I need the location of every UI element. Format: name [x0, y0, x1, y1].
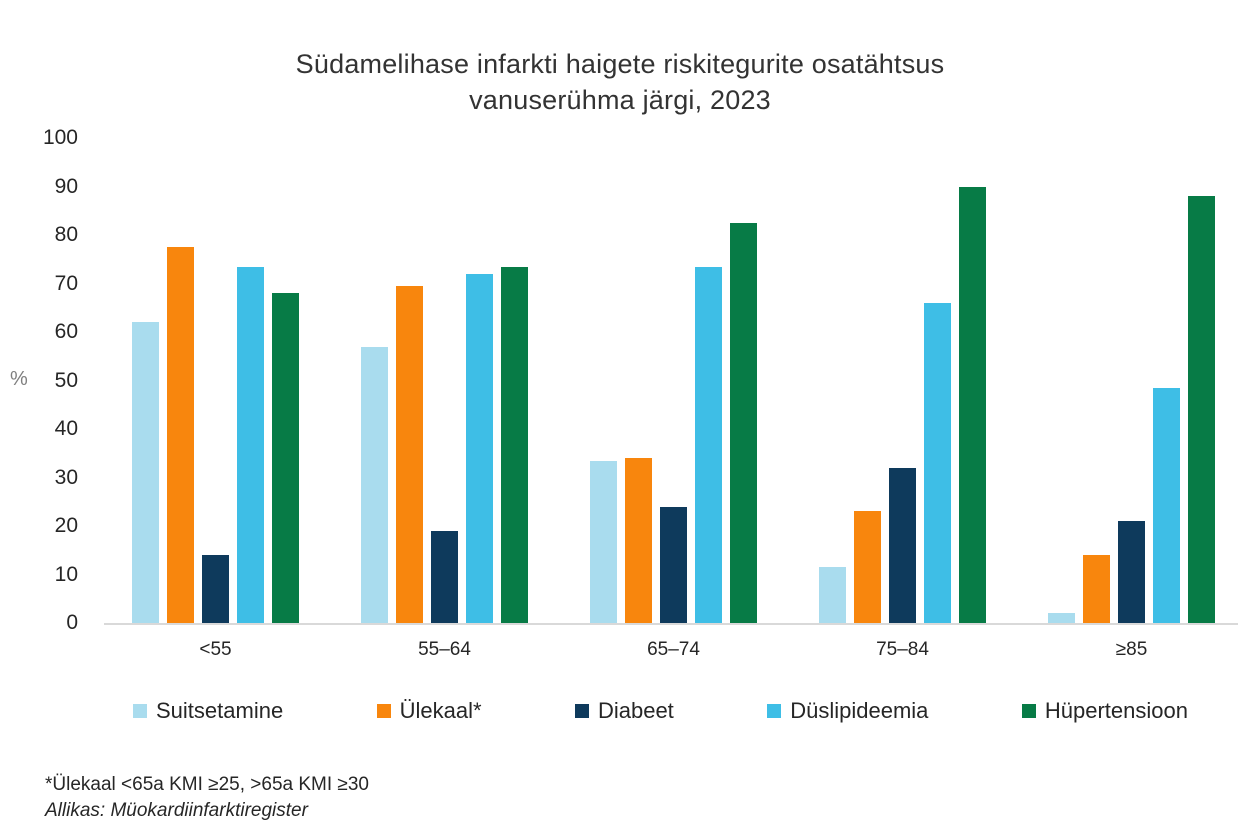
x-axis-label: 55–64	[418, 639, 471, 660]
bars-container	[819, 138, 986, 623]
bar-group-5: ≥85	[1048, 138, 1215, 660]
chart-title-line2: vanuserühma järgi, 2023	[469, 85, 771, 115]
legend-item-ülekaal: Ülekaal*	[376, 698, 482, 724]
plot-area: <55 55–64 65–74 75–84 ≥85	[104, 138, 1238, 660]
legend: Suitsetamine Ülekaal* Diabeet Düslipideemia…	[133, 698, 1188, 724]
legend-label: Diabeet	[597, 698, 674, 723]
legend-swatch-icon	[767, 704, 782, 718]
bar-düslipideemia-5	[1153, 387, 1180, 623]
y-tick-label: 10	[54, 562, 78, 586]
y-tick-label: 90	[54, 174, 78, 198]
bar-diabeet-1	[202, 555, 229, 623]
bar-ülekaal-4	[854, 511, 881, 623]
x-axis-label: <55	[199, 639, 232, 660]
bar-group-4: 75–84	[819, 138, 986, 660]
bar-hüpertensioon-4	[959, 186, 986, 623]
legend-item-diabeet: Diabeet	[574, 698, 674, 724]
y-tick-label: 70	[54, 271, 78, 295]
bar-ülekaal-3	[625, 458, 652, 623]
y-tick-label: 80	[54, 223, 78, 246]
plot-wrap: <55 55–64 65–74 75–84 ≥85	[104, 138, 1238, 660]
chart-title: Südamelihase infarkti haigete riskitegur…	[0, 46, 1240, 118]
bar-düslipideemia-1	[237, 266, 264, 623]
legend-swatch-icon	[574, 704, 589, 718]
bar-düslipideemia-3	[695, 266, 722, 623]
y-axis: 0 10 20 30 40 50 60 70 80 90 100	[0, 126, 78, 634]
bar-group-1: <55	[132, 138, 299, 660]
bar-hüpertensioon-5	[1188, 196, 1215, 623]
y-tick-label: 20	[54, 514, 78, 537]
bar-suitsetamine-4	[819, 567, 846, 623]
bar-ülekaal-5	[1083, 555, 1110, 623]
legend-label: Suitsetamine	[156, 698, 284, 723]
legend-item-düslipideemia: Düslipideemia	[767, 698, 928, 724]
bar-suitsetamine-2	[361, 346, 388, 623]
bar-diabeet-2	[431, 530, 458, 623]
bar-suitsetamine-1	[132, 322, 159, 623]
legend-swatch-icon	[133, 704, 147, 718]
y-tick-label: 40	[54, 417, 78, 440]
x-axis-label: ≥85	[1115, 639, 1148, 660]
bars-container	[132, 138, 299, 623]
y-tick-label: 30	[54, 465, 78, 489]
footnotes: *Ülekaal <65a KMI ≥25, >65a KMI ≥30 Alli…	[45, 772, 369, 824]
chart-title-line1: Südamelihase infarkti haigete riskitegur…	[295, 49, 945, 79]
bar-düslipideemia-4	[924, 302, 951, 623]
x-axis-label: 75–84	[876, 639, 929, 660]
legend-swatch-icon	[1021, 704, 1036, 718]
y-tick-label: 100	[42, 126, 78, 149]
bar-hüpertensioon-3	[730, 222, 757, 623]
bar-ülekaal-2	[396, 285, 423, 623]
footnote-definition: *Ülekaal <65a KMI ≥25, >65a KMI ≥30	[45, 774, 369, 795]
x-axis-label: 65–74	[647, 639, 700, 660]
bar-group-2: 55–64	[361, 138, 528, 660]
bar-hüpertensioon-1	[272, 293, 299, 623]
bars-container	[590, 138, 757, 623]
legend-label: Hüpertensioon	[1044, 698, 1188, 723]
legend-label: Düslipideemia	[790, 698, 929, 723]
bar-diabeet-3	[660, 506, 687, 623]
legend-item-suitsetamine: Suitsetamine	[133, 698, 283, 724]
y-axis-title: %	[10, 368, 28, 390]
bars-container	[1048, 138, 1215, 623]
bar-diabeet-4	[889, 467, 916, 623]
bar-suitsetamine-5	[1048, 613, 1075, 623]
legend-item-hüpertensioon: Hüpertensioon	[1021, 698, 1188, 724]
bar-group-3: 65–74	[590, 138, 757, 660]
y-tick-label: 60	[54, 320, 78, 343]
legend-swatch-icon	[376, 704, 391, 718]
bar-düslipideemia-2	[466, 273, 493, 623]
y-tick-label: 50	[54, 368, 78, 392]
bar-hüpertensioon-2	[501, 266, 528, 623]
bar-suitsetamine-3	[590, 460, 617, 623]
footnote-source: Allikas: Müokardiinfarktiregister	[45, 800, 308, 821]
legend-label: Ülekaal*	[399, 698, 482, 723]
y-tick-label: 0	[66, 611, 78, 634]
bar-ülekaal-1	[167, 247, 194, 623]
bars-container	[361, 138, 528, 623]
bar-diabeet-5	[1118, 521, 1145, 623]
